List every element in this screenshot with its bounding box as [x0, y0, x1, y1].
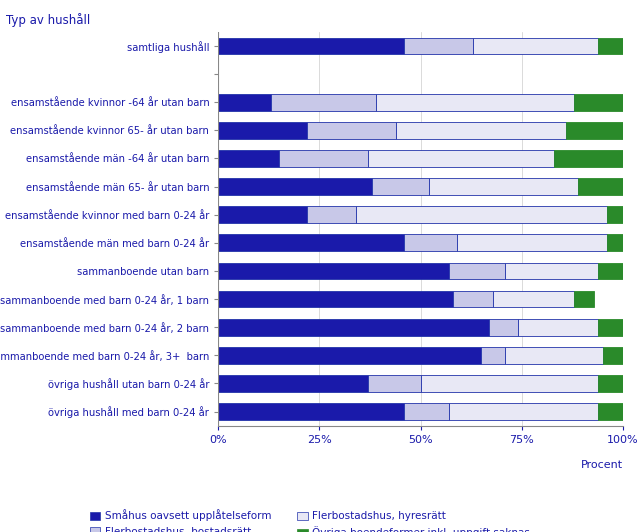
Bar [368, 150, 554, 167]
Bar [218, 178, 372, 195]
Bar [376, 94, 574, 111]
Bar [421, 375, 598, 392]
Bar [554, 150, 623, 167]
Bar [449, 403, 598, 420]
Bar [404, 38, 473, 54]
Bar [218, 94, 271, 111]
Bar [404, 235, 457, 251]
Bar [218, 319, 489, 336]
Bar [218, 150, 279, 167]
Bar [453, 290, 493, 307]
Bar [368, 375, 421, 392]
Bar [218, 235, 404, 251]
Bar [218, 347, 482, 364]
Bar [574, 290, 594, 307]
Bar [372, 178, 429, 195]
Bar [493, 290, 574, 307]
Bar [598, 375, 623, 392]
Bar [218, 375, 368, 392]
Bar [505, 347, 602, 364]
Bar [574, 94, 623, 111]
Bar [449, 262, 505, 279]
Bar [356, 206, 607, 223]
Bar [598, 403, 623, 420]
Bar [308, 206, 356, 223]
Bar [607, 206, 623, 223]
Bar [489, 319, 517, 336]
Bar [473, 38, 598, 54]
Bar [598, 319, 623, 336]
Bar [566, 122, 623, 139]
Bar [396, 122, 566, 139]
Bar [517, 319, 598, 336]
Bar [271, 94, 376, 111]
Bar [218, 262, 449, 279]
Legend: Småhus oavsett upplåtelseform, Flerbostadshus, bostadsrätt, Flerbostadshus, hyre: Småhus oavsett upplåtelseform, Flerbosta… [90, 510, 530, 532]
Bar [602, 347, 623, 364]
Bar [598, 262, 623, 279]
Bar [457, 235, 607, 251]
Bar [598, 38, 623, 54]
Bar [218, 38, 404, 54]
Text: Procent: Procent [580, 460, 623, 470]
Bar [578, 178, 623, 195]
Bar [218, 403, 404, 420]
Bar [607, 235, 623, 251]
Bar [482, 347, 505, 364]
Bar [218, 290, 453, 307]
Bar [218, 206, 308, 223]
Bar [429, 178, 578, 195]
Bar [218, 122, 308, 139]
Bar [308, 122, 396, 139]
Bar [505, 262, 598, 279]
Bar [404, 403, 449, 420]
Text: Typ av hushåll: Typ av hushåll [6, 13, 91, 27]
Bar [279, 150, 368, 167]
